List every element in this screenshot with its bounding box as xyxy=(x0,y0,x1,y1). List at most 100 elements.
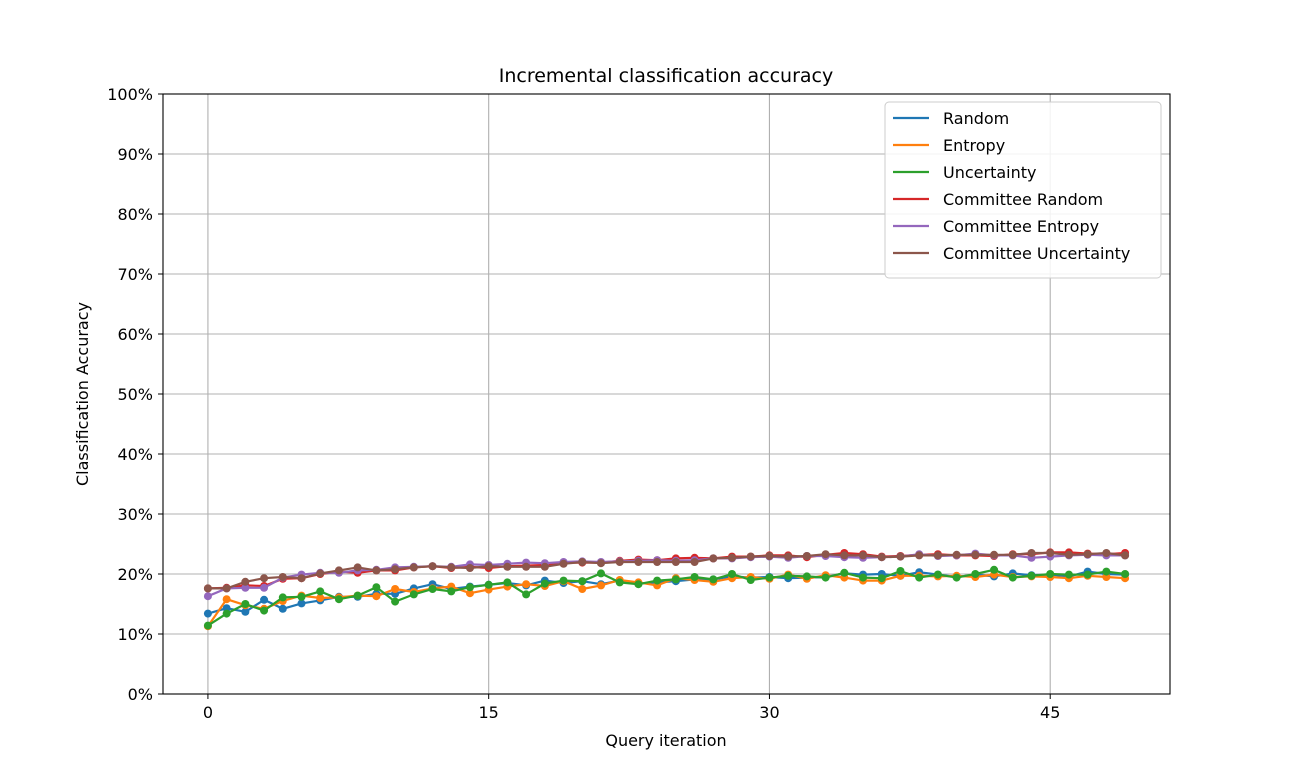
legend-item: Committee Random xyxy=(893,190,1103,209)
data-point xyxy=(821,573,830,582)
data-point xyxy=(391,597,400,606)
data-point xyxy=(409,590,418,599)
data-point xyxy=(596,559,605,568)
data-point xyxy=(278,593,287,602)
data-point xyxy=(1083,570,1092,579)
data-point xyxy=(690,558,699,566)
data-point xyxy=(971,550,980,559)
data-point xyxy=(484,562,493,571)
data-point xyxy=(877,574,886,583)
y-tick-label: 80% xyxy=(117,205,153,224)
legend-item: Random xyxy=(893,109,1009,128)
data-point xyxy=(1083,550,1092,559)
data-point xyxy=(334,566,343,575)
data-point xyxy=(840,568,849,577)
data-point xyxy=(1046,570,1055,578)
data-point xyxy=(615,578,624,587)
data-point xyxy=(1102,567,1111,576)
data-point xyxy=(465,564,474,572)
legend-item: Uncertainty xyxy=(893,163,1036,182)
series-layer xyxy=(203,548,1130,631)
data-point xyxy=(203,621,212,630)
data-point xyxy=(241,577,250,586)
x-tick-label: 0 xyxy=(203,703,213,722)
data-point xyxy=(241,583,250,592)
data-point xyxy=(802,552,811,560)
y-axis-title: Classification Accuracy xyxy=(73,302,92,486)
data-point xyxy=(578,585,587,593)
data-point xyxy=(859,551,868,560)
data-point xyxy=(428,562,437,571)
x-tick-label: 15 xyxy=(479,703,499,722)
data-point xyxy=(316,569,325,578)
data-point xyxy=(765,552,774,560)
data-point xyxy=(1008,550,1017,559)
data-point xyxy=(353,563,362,572)
data-point xyxy=(559,576,568,585)
legend: Random Entropy Uncertainty Committee Random… xyxy=(884,101,1162,279)
data-point xyxy=(372,566,381,575)
legend-label: Random xyxy=(943,109,1009,128)
data-point xyxy=(540,579,549,588)
x-axis: 0 15 30 45 xyxy=(203,694,1060,722)
data-point xyxy=(1027,571,1036,580)
data-point xyxy=(409,563,418,572)
legend-label: Committee Random xyxy=(943,190,1103,209)
legend-label: Committee Uncertainty xyxy=(943,244,1130,263)
data-point xyxy=(578,558,587,566)
data-point xyxy=(484,580,493,589)
data-point xyxy=(952,550,961,559)
data-point xyxy=(297,599,306,608)
data-point xyxy=(915,573,924,582)
data-point xyxy=(746,552,755,561)
data-point xyxy=(990,565,999,574)
chart-title: Incremental classification accuracy xyxy=(499,65,834,87)
data-point xyxy=(690,573,699,581)
data-point xyxy=(728,570,737,578)
data-point xyxy=(653,558,662,566)
data-point xyxy=(522,562,531,571)
data-point xyxy=(859,573,868,582)
x-tick-label: 45 xyxy=(1040,703,1060,722)
data-point xyxy=(503,578,512,587)
data-point xyxy=(634,558,643,566)
data-point xyxy=(222,584,231,593)
data-point xyxy=(222,609,231,618)
data-point xyxy=(784,571,793,580)
data-point xyxy=(372,592,381,601)
data-point xyxy=(260,595,269,604)
data-point xyxy=(297,574,306,583)
data-point xyxy=(1064,550,1073,559)
data-point xyxy=(391,585,400,593)
data-point xyxy=(428,585,437,593)
data-point xyxy=(260,583,269,592)
data-point xyxy=(465,589,474,598)
legend-frame xyxy=(884,101,1162,279)
data-point xyxy=(241,607,250,616)
data-point xyxy=(316,587,325,596)
data-point xyxy=(203,609,212,618)
data-point xyxy=(578,577,587,586)
data-point xyxy=(933,570,942,579)
data-point xyxy=(634,580,643,589)
data-point xyxy=(278,604,287,613)
y-tick-label: 60% xyxy=(117,325,153,344)
data-point xyxy=(709,554,718,563)
data-point xyxy=(503,562,512,571)
data-point xyxy=(559,559,568,568)
data-point xyxy=(540,562,549,571)
legend-item: Entropy xyxy=(893,136,1005,155)
data-point xyxy=(334,595,343,604)
data-point xyxy=(1121,570,1130,578)
y-tick-label: 100% xyxy=(107,85,153,104)
data-point xyxy=(896,567,905,575)
data-point xyxy=(821,550,830,559)
data-point xyxy=(222,595,231,604)
data-point xyxy=(952,573,961,582)
legend-label: Uncertainty xyxy=(943,163,1036,182)
data-point xyxy=(372,583,381,592)
data-point xyxy=(596,569,605,578)
legend-label: Entropy xyxy=(943,136,1005,155)
legend-item: Committee Entropy xyxy=(893,217,1099,236)
data-point xyxy=(671,575,680,584)
